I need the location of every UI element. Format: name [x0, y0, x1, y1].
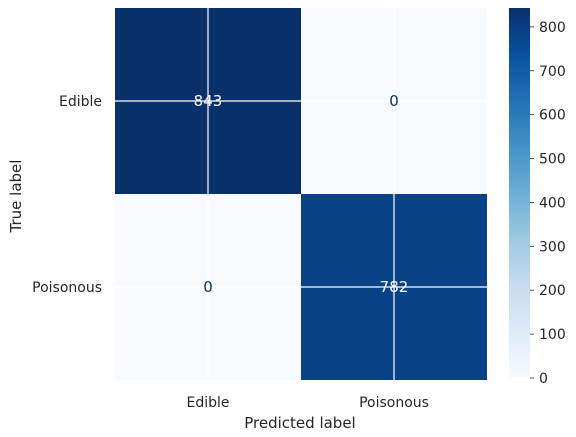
colorbar-tick-label: 800 — [539, 20, 566, 36]
cell-value-label: 782 — [380, 278, 409, 296]
y-tick-label: Edible — [59, 94, 102, 110]
y-axis-label: True label — [7, 160, 25, 234]
cell-value-label: 843 — [194, 92, 223, 110]
axis-ticks: Edible Poisonous Edible Poisonous — [32, 94, 429, 411]
colorbar-tick-label: 300 — [539, 239, 566, 255]
x-tick-label: Edible — [186, 395, 229, 411]
colorbar-tick-label: 500 — [539, 152, 566, 168]
cell-labels: 843 0 0 782 — [194, 92, 409, 296]
cell-value-label: 0 — [389, 92, 399, 110]
colorbar-ticks: 0 100 200 300 400 500 600 700 800 — [530, 20, 566, 387]
colorbar-tick-label: 200 — [539, 283, 566, 299]
colorbar-tick-label: 700 — [539, 64, 566, 80]
heatmap-cells — [115, 8, 487, 380]
colorbar-tick-label: 600 — [539, 108, 566, 124]
colorbar-tick-label: 100 — [539, 327, 566, 343]
x-axis-label: Predicted label — [244, 414, 355, 432]
colorbar-tick-label: 0 — [539, 371, 548, 387]
colorbar-tick-label: 400 — [539, 195, 566, 211]
colorbar — [509, 8, 530, 378]
x-tick-label: Poisonous — [359, 395, 429, 411]
y-tick-label: Poisonous — [32, 280, 102, 296]
cell-value-label: 0 — [203, 278, 213, 296]
grid-lines — [115, 8, 487, 380]
